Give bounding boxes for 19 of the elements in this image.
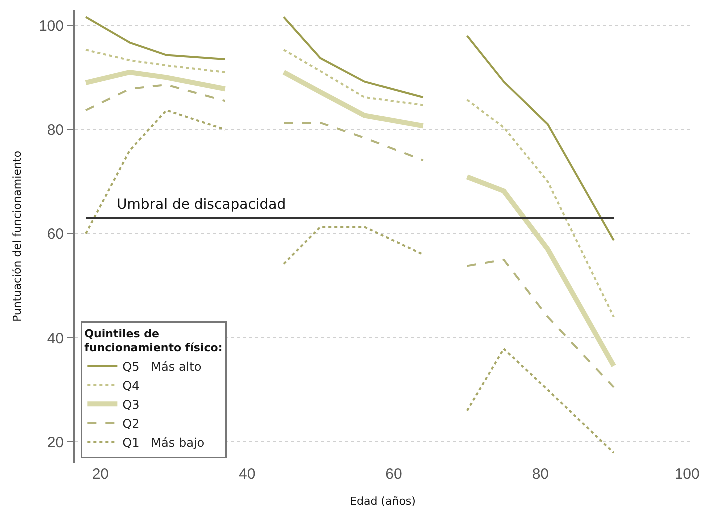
y-tick-label: 80 [47,122,64,140]
legend-label: Q2 [122,416,140,431]
y-tick-label: 40 [47,330,64,348]
x-tick-label: 80 [532,466,550,483]
legend-label: Q5 Más alto [122,360,202,374]
legend-label: Q4 [122,378,140,393]
x-tick-label: 40 [238,466,256,483]
y-tick-label: 100 [38,18,64,35]
ref-line-label: Umbral de discapacidad [117,197,286,213]
y-tick-label: 20 [47,434,64,452]
legend-title: Quintiles de funcionamiento físico: [84,327,223,355]
x-axis-title: Edad (años) [350,495,416,508]
legend-label: Q1 Más bajo [122,436,205,450]
legend-label: Q3 [122,398,140,412]
x-tick-label: 100 [674,466,700,483]
x-tick-label: 60 [386,466,402,483]
y-axis-title: Puntuación del funcionamiento [11,150,24,322]
x-tick-label: 20 [92,466,110,483]
y-tick-label: 60 [47,226,64,244]
